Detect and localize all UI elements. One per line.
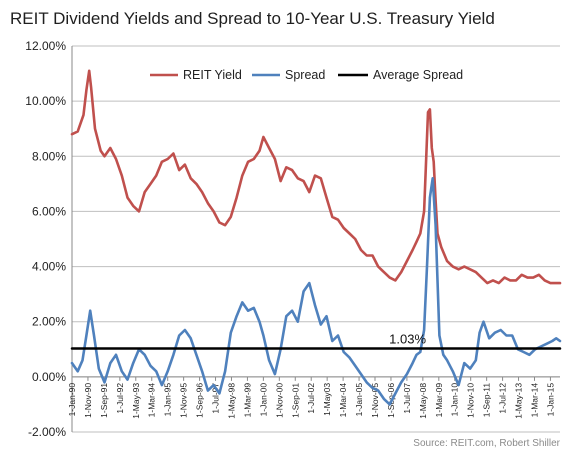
x-tick-label: 1-Mar-09 — [434, 383, 444, 418]
x-tick-label: 1-Jul-97 — [211, 383, 221, 414]
x-tick-label: 1-Mar-04 — [338, 383, 348, 418]
y-tick-label: 12.00% — [25, 39, 66, 53]
y-tick-label: 0.00% — [32, 370, 66, 384]
x-tick-label: 1-Nov-90 — [83, 383, 93, 418]
x-tick-label: 1-Sep-96 — [195, 383, 205, 418]
x-tick-label: 1-May03 — [322, 383, 332, 416]
x-tick-label: 1-Mar-94 — [147, 383, 157, 418]
series-line-reit-yield — [70, 69, 562, 285]
x-tick-label: 1-May-98 — [226, 383, 236, 419]
y-tick-label: 2.00% — [32, 315, 66, 329]
x-tick-label: 1-Sep-11 — [482, 383, 492, 418]
x-tick-label: 1-Jan-00 — [258, 383, 268, 417]
x-tick-label: 1-Nov-05 — [370, 383, 380, 418]
average-spread-annotation: 1.03% — [389, 331, 426, 346]
x-tick-label: 1-Jan-05 — [354, 383, 364, 417]
series-group — [70, 69, 562, 406]
x-tick-label: 1-Sep-01 — [290, 383, 300, 418]
y-tick-label: 6.00% — [32, 204, 66, 218]
x-tick-label: 1-May-13 — [514, 383, 524, 419]
x-tick-label: 1-Mar-14 — [529, 383, 539, 418]
x-tick-label: 1-Jul-92 — [115, 383, 125, 414]
y-tick-label: 8.00% — [32, 149, 66, 163]
series-line-spread — [70, 177, 562, 406]
x-tick-label: 1-Jul-02 — [306, 383, 316, 414]
legend-reit-yield-label: REIT Yield — [183, 68, 242, 82]
legend-spread-label: Spread — [285, 68, 325, 82]
grid-lines — [72, 45, 560, 433]
source-note: Source: REIT.com, Robert Shiller — [413, 438, 560, 449]
y-tick-label: 4.00% — [32, 260, 66, 274]
y-axis: 12.00% 10.00% 8.00% 6.00% 4.00% 2.00% 0.00% -2.… — [25, 39, 73, 439]
y-tick-label: 10.00% — [25, 94, 66, 108]
x-tick-label: 1-Nov-00 — [274, 383, 284, 418]
x-tick-label: 1-Jul-07 — [402, 383, 412, 414]
y-tick-label: -2.00% — [28, 425, 66, 439]
x-tick-label: 1-Sep-91 — [99, 383, 109, 418]
x-tick-label: 1-May-93 — [131, 383, 141, 419]
x-tick-label: 1-Nov-95 — [179, 383, 189, 418]
x-tick-label: 1-Jan-15 — [545, 383, 555, 417]
chart-title: REIT Dividend Yields and Spread to 10-Ye… — [10, 9, 495, 28]
x-tick-label: 1-Jan-95 — [163, 383, 173, 417]
legend-average-spread-label: Average Spread — [373, 68, 463, 82]
x-tick-label: 1-Jan-10 — [450, 383, 460, 417]
x-tick-label: 1-May-08 — [418, 383, 428, 419]
x-tick-label: 1-Jul-12 — [498, 383, 508, 414]
x-tick-label: 1-Jan-90 — [67, 383, 77, 417]
legend: REIT Yield Spread Average Spread — [150, 68, 463, 82]
x-tick-label: 1-Nov-10 — [466, 383, 476, 418]
x-axis: 1-Jan-90 1-Nov-90 1-Sep-91 1-Jul-92 1-May-93… — [67, 376, 560, 419]
x-tick-label: 1-Mar-99 — [242, 383, 252, 418]
